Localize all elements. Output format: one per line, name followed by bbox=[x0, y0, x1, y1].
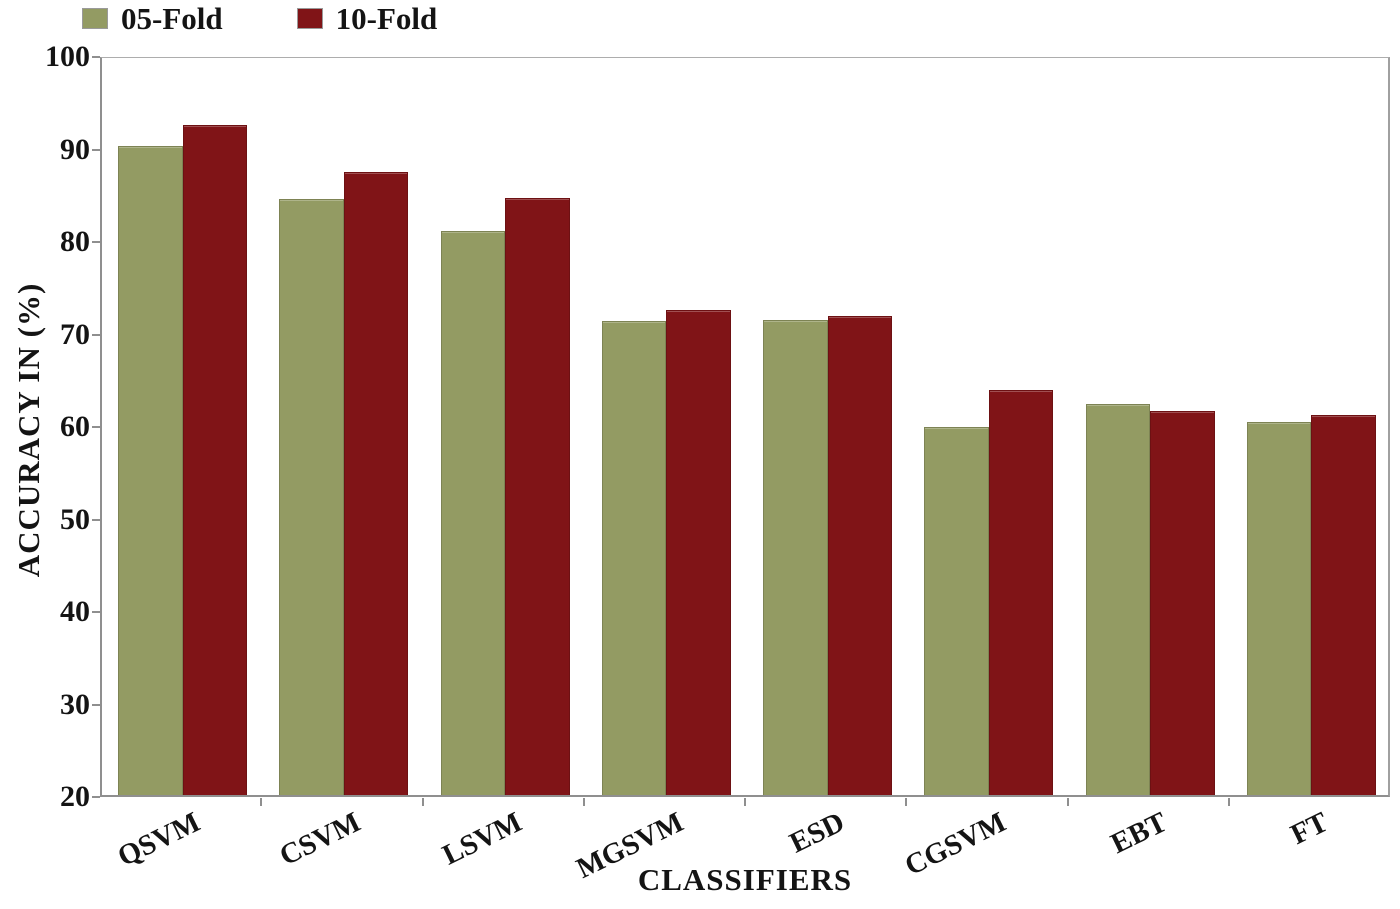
y-tick-label-60: 60 bbox=[60, 410, 90, 443]
y-tick-mark bbox=[92, 796, 100, 798]
x-tick-mark bbox=[905, 798, 908, 806]
y-tick-mark bbox=[92, 518, 100, 521]
x-tick-label-ebt: EBT bbox=[1105, 806, 1173, 861]
y-tick-label-30: 30 bbox=[60, 687, 90, 721]
bar-05-fold-qsvm bbox=[118, 145, 183, 795]
bar-group-ebt bbox=[1070, 58, 1231, 795]
y-tick-mark bbox=[92, 611, 100, 613]
legend-swatch-10-fold bbox=[296, 8, 323, 29]
x-tick-label-esd: ESD bbox=[784, 806, 850, 860]
x-tick-mark bbox=[582, 798, 585, 806]
y-tick-label-40: 40 bbox=[60, 595, 90, 628]
bar-05-fold-esd bbox=[763, 319, 828, 795]
bar-10-fold-lsvm bbox=[505, 198, 570, 795]
y-tick-mark bbox=[92, 333, 100, 336]
bar-10-fold-ebt bbox=[1150, 410, 1215, 795]
bar-05-fold-mgsvm bbox=[601, 320, 667, 795]
plot-area bbox=[100, 57, 1390, 797]
legend-item-05-fold: 05-Fold bbox=[82, 3, 223, 34]
bar-05-fold-cgsvm bbox=[924, 426, 989, 795]
y-tick-label-100: 100 bbox=[45, 40, 90, 73]
y-tick-label-70: 70 bbox=[60, 317, 90, 351]
bar-group-cgsvm bbox=[908, 58, 1069, 795]
bar-10-fold-ft bbox=[1311, 415, 1376, 795]
bar-05-fold-ft bbox=[1246, 421, 1312, 795]
y-tick-mark bbox=[92, 426, 100, 428]
legend-swatch-05-fold bbox=[82, 8, 108, 29]
y-tick-label-80: 80 bbox=[60, 225, 90, 258]
x-tick-label-ft: FT bbox=[1286, 806, 1334, 852]
bar-group-lsvm bbox=[425, 58, 586, 795]
x-tick-mark bbox=[421, 798, 424, 806]
y-tick-mark bbox=[92, 241, 100, 243]
y-tick-mark bbox=[92, 56, 100, 58]
x-tick-mark bbox=[1066, 798, 1069, 806]
x-axis-title: CLASSIFIERS bbox=[637, 862, 853, 897]
legend-label: 10-Fold bbox=[335, 1, 438, 36]
x-tick-mark bbox=[744, 798, 746, 806]
bar-10-fold-esd bbox=[827, 315, 893, 795]
y-tick-label-50: 50 bbox=[60, 502, 90, 536]
bar-group-mgsvm bbox=[586, 58, 747, 795]
y-tick-mark bbox=[92, 148, 100, 151]
y-tick-label-90: 90 bbox=[60, 132, 90, 166]
bar-group-esd bbox=[747, 58, 908, 795]
legend-item-10-fold: 10-Fold bbox=[296, 1, 438, 36]
bar-10-fold-cgsvm bbox=[988, 389, 1054, 795]
bar-10-fold-csvm bbox=[343, 172, 409, 795]
x-tick-mark bbox=[1227, 798, 1230, 806]
y-tick-label-20: 20 bbox=[60, 780, 90, 813]
x-tick-mark bbox=[260, 798, 263, 806]
bar-05-fold-lsvm bbox=[440, 231, 506, 795]
bar-group-ft bbox=[1231, 58, 1392, 795]
bar-10-fold-qsvm bbox=[182, 125, 248, 795]
bar-10-fold-mgsvm bbox=[666, 309, 731, 795]
bar-05-fold-ebt bbox=[1085, 404, 1151, 795]
bar-group-csvm bbox=[263, 58, 424, 795]
y-tick-mark bbox=[92, 703, 100, 706]
legend: 05-Fold 10-Fold bbox=[82, 3, 511, 34]
bar-group-qsvm bbox=[102, 58, 263, 795]
legend-label: 05-Fold bbox=[121, 1, 223, 36]
bar-05-fold-csvm bbox=[279, 198, 344, 795]
